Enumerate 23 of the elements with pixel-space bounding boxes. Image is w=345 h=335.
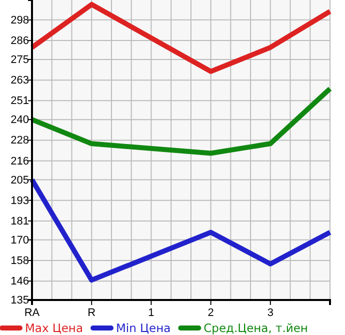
x-tick-label: R xyxy=(88,306,96,319)
y-tick-label: 158 xyxy=(10,255,29,267)
y-tick-label: 251 xyxy=(10,95,29,108)
x-tick-label: 2 xyxy=(208,306,214,319)
y-tick-label: 228 xyxy=(10,134,29,147)
y-tick-label: 181 xyxy=(10,215,29,228)
x-tick-label: 1 xyxy=(148,306,154,319)
x-tick-label: 3 xyxy=(267,306,274,319)
y-tick-label: 205 xyxy=(10,174,29,186)
y-tick-label: 216 xyxy=(10,155,29,168)
y-tick-label: 298 xyxy=(10,14,29,26)
y-tick-label: 263 xyxy=(10,74,29,87)
y-tick-label: 135 xyxy=(10,294,29,307)
y-tick-label: 170 xyxy=(10,234,29,246)
y-tick-label: 193 xyxy=(10,194,29,207)
y-tick-label: 275 xyxy=(10,54,29,66)
y-tick-label: 240 xyxy=(10,114,29,126)
legend-label: Max Цена xyxy=(25,321,83,335)
x-tick-label: RA xyxy=(24,306,40,319)
y-tick-label: 286 xyxy=(10,35,29,48)
y-tick-label: 146 xyxy=(10,276,29,288)
legend-label: Min Цена xyxy=(116,321,171,335)
legend-label: Сред.Цена, т.йен xyxy=(204,321,308,335)
